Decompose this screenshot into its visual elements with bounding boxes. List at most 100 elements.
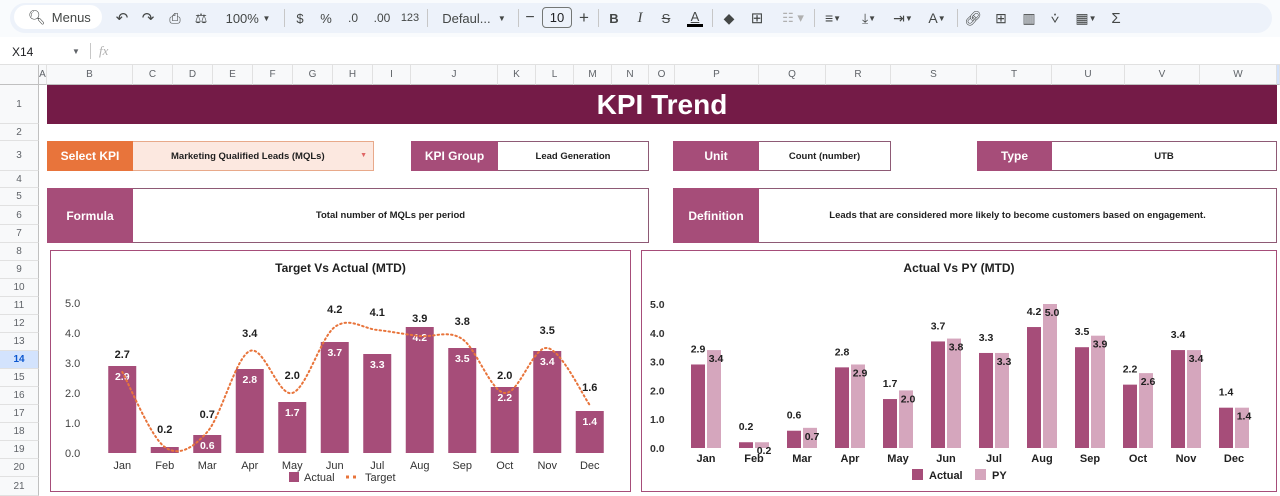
row-header-20[interactable]: 20 — [0, 459, 39, 477]
currency-button[interactable]: $ — [296, 10, 304, 26]
row-header-16[interactable]: 16 — [0, 387, 39, 405]
actual-bar[interactable] — [1027, 327, 1041, 448]
actual-bar[interactable] — [1075, 347, 1089, 448]
insert-chart-icon[interactable]: ▥ — [1022, 9, 1036, 26]
actual-bar[interactable] — [1171, 350, 1185, 448]
column-header-r[interactable]: R — [826, 65, 891, 85]
vertical-align-icon[interactable]: ⤓ ▼ — [861, 9, 877, 26]
functions-button[interactable]: Σ — [1111, 9, 1121, 27]
dropdown-arrow-icon[interactable]: ▼ — [360, 152, 367, 159]
actual-vs-py-chart[interactable]: Actual Vs PY (MTD) 0.0 1.0 2.0 3.0 4.0 5.0 Jan… — [641, 250, 1277, 492]
chevron-down-icon[interactable]: ▼ — [72, 47, 80, 56]
column-header-o[interactable]: O — [649, 65, 675, 85]
column-header-a[interactable]: A — [39, 65, 47, 85]
row-header-2[interactable]: 2 — [0, 124, 39, 141]
row-header-8[interactable]: 8 — [0, 243, 39, 261]
column-header-g[interactable]: G — [293, 65, 333, 85]
actual-bar[interactable] — [150, 447, 179, 453]
percent-button[interactable]: % — [320, 10, 332, 26]
row-header-14[interactable]: 14 — [0, 351, 39, 369]
actual-bar[interactable] — [108, 366, 137, 453]
column-header-e[interactable]: E — [213, 65, 253, 85]
column-header-m[interactable]: M — [574, 65, 612, 85]
bold-button[interactable]: B — [609, 10, 619, 26]
row-header-17[interactable]: 17 — [0, 405, 39, 423]
column-header-i[interactable]: I — [373, 65, 411, 85]
merge-cells-icon[interactable]: ☷ ▾ — [782, 10, 804, 25]
column-header-u[interactable]: U — [1052, 65, 1125, 85]
py-bar[interactable] — [1043, 304, 1057, 448]
text-rotation-icon[interactable]: A ▼ — [928, 10, 946, 26]
actual-bar[interactable] — [575, 411, 604, 453]
fill-color-icon[interactable]: ◆ — [723, 9, 735, 26]
row-header-5[interactable]: 5 — [0, 188, 39, 206]
column-header-h[interactable]: H — [333, 65, 373, 85]
borders-icon[interactable]: ⊞ — [750, 10, 764, 27]
column-header-d[interactable]: D — [173, 65, 213, 85]
increase-font-size-button[interactable]: + — [579, 8, 589, 27]
insert-comment-icon[interactable]: ⊞ — [995, 9, 1007, 26]
column-header-f[interactable]: F — [253, 65, 293, 85]
py-bar[interactable] — [995, 352, 1009, 448]
column-header-s[interactable]: S — [891, 65, 977, 85]
column-header-l[interactable]: L — [536, 65, 574, 85]
target-vs-actual-chart[interactable]: Target Vs Actual (MTD) 0.0 1.0 2.0 3.0 4.0 5.… — [50, 250, 631, 492]
row-header-7[interactable]: 7 — [0, 225, 39, 243]
column-header-q[interactable]: Q — [759, 65, 826, 85]
text-color-button[interactable]: A — [684, 3, 706, 33]
py-bar[interactable] — [1235, 407, 1249, 448]
target-line[interactable] — [121, 321, 591, 453]
row-header-11[interactable]: 11 — [0, 297, 39, 315]
actual-bar[interactable] — [363, 354, 392, 453]
row-header-1[interactable]: 1 — [0, 85, 39, 124]
formula-input[interactable] — [125, 41, 1265, 61]
py-bar[interactable] — [1139, 373, 1153, 448]
column-header-w[interactable]: W — [1200, 65, 1277, 85]
filter-views-icon[interactable]: ▦ ▼ — [1075, 9, 1097, 26]
actual-bar[interactable] — [835, 367, 849, 448]
py-bar[interactable] — [707, 350, 721, 448]
row-header-10[interactable]: 10 — [0, 279, 39, 297]
horizontal-align-icon[interactable]: ≡ ▼ — [824, 10, 842, 26]
search-menus-button[interactable]: 🔍︎ Menus — [14, 5, 102, 29]
row-header-18[interactable]: 18 — [0, 423, 39, 441]
actual-bar[interactable] — [979, 352, 993, 448]
actual-bar[interactable] — [320, 342, 349, 453]
actual-bar[interactable] — [691, 364, 705, 448]
py-bar[interactable] — [947, 338, 961, 448]
filter-icon[interactable]: ⩒ — [1050, 9, 1060, 26]
column-header-j[interactable]: J — [411, 65, 498, 85]
more-formats-button[interactable]: 123 — [400, 12, 420, 24]
increase-decimal-button[interactable]: .00 — [373, 11, 391, 25]
actual-bar[interactable] — [448, 348, 477, 453]
paint-format-icon[interactable]: ⚖ — [194, 9, 208, 26]
actual-bar[interactable] — [490, 387, 519, 453]
actual-bar[interactable] — [739, 442, 753, 448]
font-size-input[interactable]: 10 — [542, 7, 572, 28]
row-header-21[interactable]: 21 — [0, 477, 39, 496]
row-header-12[interactable]: 12 — [0, 315, 39, 333]
strikethrough-icon[interactable]: S — [661, 10, 671, 26]
text-wrapping-icon[interactable]: ⇥ ▼ — [893, 9, 913, 26]
py-bar[interactable] — [755, 442, 769, 448]
row-header-13[interactable]: 13 — [0, 333, 39, 351]
print-icon[interactable]: ⎙ — [169, 9, 181, 26]
zoom-select[interactable]: 100% ▼ — [218, 3, 278, 33]
column-header-b[interactable]: B — [47, 65, 133, 85]
actual-bar[interactable] — [931, 341, 945, 448]
py-bar[interactable] — [803, 427, 817, 448]
actual-bar[interactable] — [1219, 407, 1233, 448]
column-header-v[interactable]: V — [1125, 65, 1200, 85]
py-bar[interactable] — [851, 364, 865, 448]
column-header-n[interactable]: N — [612, 65, 649, 85]
py-bar[interactable] — [1091, 335, 1105, 448]
font-select[interactable]: Defaul... ▼ — [434, 3, 514, 33]
row-header-15[interactable]: 15 — [0, 369, 39, 387]
actual-bar[interactable] — [1123, 384, 1137, 448]
column-header-t[interactable]: T — [977, 65, 1052, 85]
actual-bar[interactable] — [533, 351, 562, 453]
column-header-c[interactable]: C — [133, 65, 173, 85]
undo-icon[interactable]: ↶ — [115, 10, 129, 27]
actual-bar[interactable] — [883, 399, 897, 448]
italic-button[interactable]: I — [637, 9, 643, 26]
